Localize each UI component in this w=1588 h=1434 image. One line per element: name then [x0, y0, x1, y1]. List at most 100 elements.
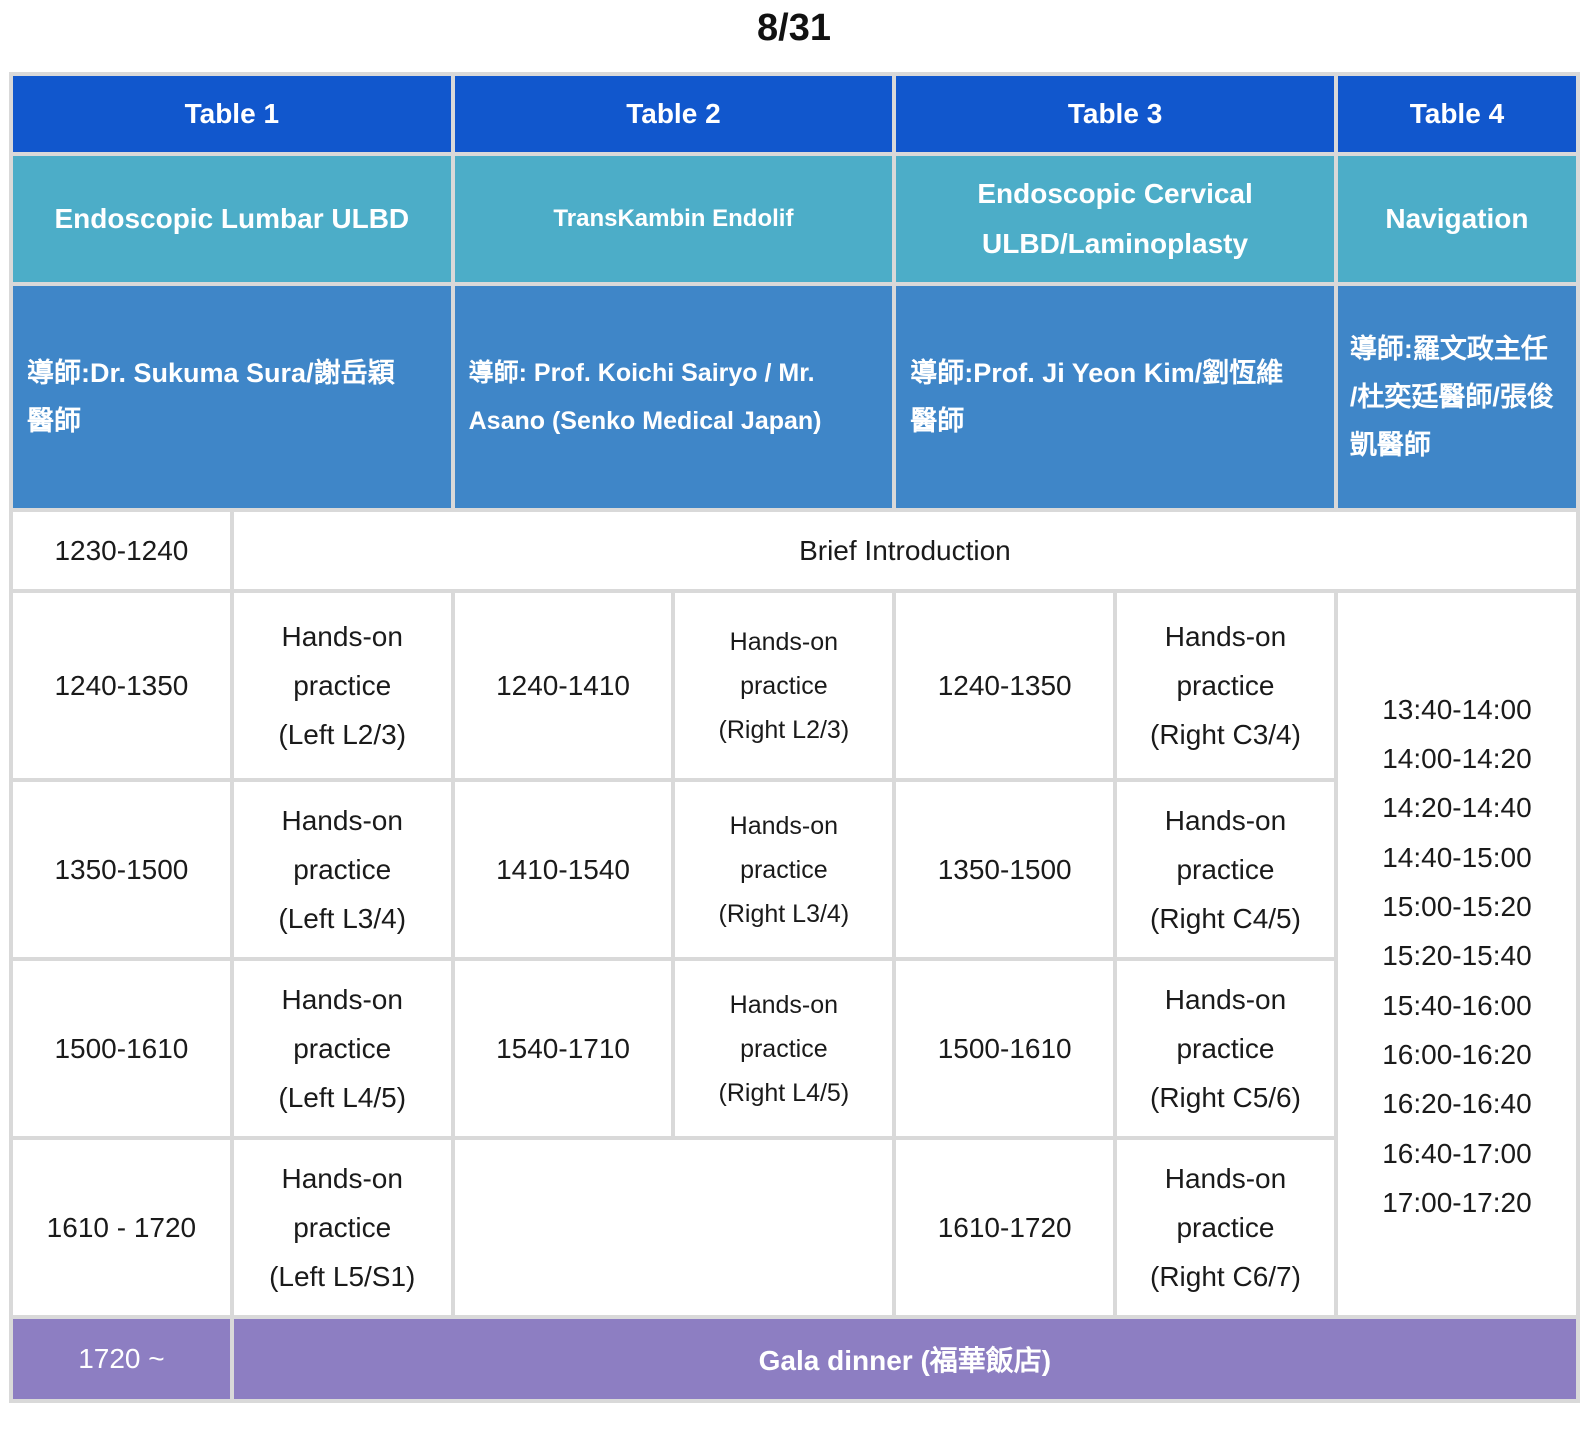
practice-line: Hands-on: [729, 811, 839, 840]
table-3-tutor-line2: 醫師: [910, 406, 965, 436]
practice-line: Hands-on: [729, 990, 839, 1019]
session-row: 1500-1610 Hands-on practice (Left L4/5) …: [13, 961, 1576, 1136]
table-1-tutor-line2: 醫師: [27, 406, 81, 436]
navigation-slot: 16:40-17:00: [1382, 1137, 1532, 1169]
t3-practice: Hands-on practice (Right C3/4): [1117, 593, 1334, 778]
practice-line: (Right C3/4): [1150, 719, 1301, 750]
table-3-topic: Endoscopic Cervical ULBD/Laminoplasty: [896, 156, 1334, 282]
practice-line: Hands-on: [281, 805, 403, 836]
schedule-table: Table 1 Table 2 Table 3 Table 4 Endoscop…: [9, 72, 1580, 1403]
practice-line: practice: [293, 854, 392, 885]
session-row: 1240-1350 Hands-on practice (Left L2/3) …: [13, 593, 1576, 1315]
practice-line: practice: [293, 670, 392, 701]
table-3-tutor: 導師:Prof. Ji Yeon Kim/劉恆維 醫師: [896, 286, 1334, 508]
practice-line: practice: [1176, 670, 1275, 701]
practice-line: Hands-on: [281, 1163, 403, 1194]
intro-time: 1230-1240: [13, 512, 230, 589]
t1-practice: Hands-on practice (Left L3/4): [233, 782, 451, 957]
navigation-slot: 14:00-14:20: [1382, 743, 1532, 775]
practice-line: practice: [293, 1033, 392, 1064]
t3-time: 1240-1350: [896, 593, 1114, 778]
t3-time: 1610-1720: [896, 1140, 1114, 1315]
navigation-slot: 14:20-14:40: [1382, 792, 1532, 824]
practice-line: (Right L4/5): [718, 1078, 850, 1107]
session-row: 1610 - 1720 Hands-on practice (Left L5/S…: [13, 1140, 1576, 1315]
t1-time: 1610 - 1720: [13, 1140, 230, 1315]
t2-empty-cell: [454, 1140, 893, 1315]
practice-line: practice: [1176, 1212, 1275, 1243]
page-title: 8/31: [757, 7, 831, 49]
practice-line: practice: [740, 1034, 828, 1063]
navigation-slot: 16:00-16:20: [1382, 1038, 1532, 1070]
t1-practice: Hands-on practice (Left L5/S1): [233, 1140, 451, 1315]
practice-line: Hands-on: [281, 984, 403, 1015]
table-1-topic: Endoscopic Lumbar ULBD: [13, 156, 451, 282]
t3-practice: Hands-on practice (Right C4/5): [1117, 782, 1334, 957]
t2-practice: Hands-on practice (Right L4/5): [675, 961, 893, 1136]
practice-line: Hands-on: [1164, 621, 1287, 652]
navigation-slot: 14:40-15:00: [1382, 841, 1532, 873]
table-1-tutor-line1: 導師:Dr. Sukuma Sura/謝岳穎: [27, 358, 395, 388]
table-2-tutor: 導師: Prof. Koichi Sairyo / Mr. Asano (Sen…: [454, 286, 893, 508]
gala-time: 1720 ~: [13, 1319, 230, 1399]
table-4-tutor-line3: 凱醫師: [1349, 430, 1431, 460]
intro-row: 1230-1240 Brief Introduction: [13, 512, 1576, 589]
practice-line: Hands-on: [281, 621, 403, 652]
gala-row: 1720 ~ Gala dinner (福華飯店): [13, 1319, 1576, 1399]
t1-time: 1500-1610: [13, 961, 230, 1136]
table-4-tutor-line1: 導師:羅文政主任: [1349, 334, 1548, 364]
table-4-header: Table 4: [1337, 76, 1576, 152]
practice-line: (Right L2/3): [718, 715, 850, 744]
practice-line: (Right C5/6): [1150, 1082, 1301, 1113]
table-header-row: Table 1 Table 2 Table 3 Table 4: [13, 76, 1576, 152]
table-3-topic-line1: Endoscopic Cervical: [977, 178, 1253, 209]
practice-line: (Left L4/5): [278, 1082, 407, 1113]
practice-line: Hands-on: [1164, 984, 1287, 1015]
t2-time: 1410-1540: [454, 782, 672, 957]
navigation-slot: 15:40-16:00: [1382, 989, 1532, 1021]
t2-time: 1540-1710: [454, 961, 672, 1136]
table-3-topic-line2: ULBD/Laminoplasty: [982, 228, 1249, 259]
table-3-header: Table 3: [896, 76, 1334, 152]
navigation-slot: 16:20-16:40: [1382, 1088, 1532, 1120]
practice-line: (Left L3/4): [278, 903, 407, 934]
t3-time: 1500-1610: [896, 961, 1114, 1136]
t1-practice: Hands-on practice (Left L4/5): [233, 961, 451, 1136]
practice-line: Hands-on: [729, 627, 839, 656]
table-4-tutor: 導師:羅文政主任 /杜奕廷醫師/張俊 凱醫師: [1337, 286, 1576, 508]
tutor-row: 導師:Dr. Sukuma Sura/謝岳穎 醫師 導師: Prof. Koic…: [13, 286, 1576, 508]
practice-line: (Left L2/3): [278, 719, 407, 750]
practice-line: (Right C6/7): [1150, 1261, 1301, 1292]
navigation-slot: 13:40-14:00: [1382, 693, 1532, 725]
t3-practice: Hands-on practice (Right C5/6): [1117, 961, 1334, 1136]
table-2-tutor-line1: 導師: Prof. Koichi Sairyo / Mr.: [468, 359, 815, 387]
t2-practice: Hands-on practice (Right L3/4): [675, 782, 893, 957]
table-4-tutor-line2: /杜奕廷醫師/張俊: [1349, 382, 1554, 412]
t1-time: 1350-1500: [13, 782, 230, 957]
practice-line: practice: [1176, 1033, 1275, 1064]
t2-practice: Hands-on practice (Right L2/3): [675, 593, 893, 778]
table-1-header: Table 1: [13, 76, 451, 152]
session-row: 1350-1500 Hands-on practice (Left L3/4) …: [13, 782, 1576, 957]
t1-time: 1240-1350: [13, 593, 230, 778]
practice-line: Hands-on: [1164, 805, 1287, 836]
table-1-tutor: 導師:Dr. Sukuma Sura/謝岳穎 醫師: [13, 286, 451, 508]
practice-line: (Right L3/4): [718, 899, 850, 928]
t1-practice: Hands-on practice (Left L2/3): [233, 593, 451, 778]
practice-line: (Left L5/S1): [269, 1261, 416, 1292]
navigation-slot: 15:00-15:20: [1382, 891, 1532, 923]
practice-line: (Right C4/5): [1150, 903, 1301, 934]
practice-line: Hands-on: [1164, 1163, 1287, 1194]
table-3-tutor-line1: 導師:Prof. Ji Yeon Kim/劉恆維: [910, 358, 1284, 388]
intro-label: Brief Introduction: [233, 512, 1576, 589]
t2-time: 1240-1410: [454, 593, 672, 778]
table-2-tutor-line2: Asano (Senko Medical Japan): [468, 407, 822, 435]
practice-line: practice: [740, 671, 828, 700]
navigation-slot: 15:20-15:40: [1382, 940, 1532, 972]
gala-label: Gala dinner (福華飯店): [233, 1319, 1576, 1399]
navigation-slot: 17:00-17:20: [1382, 1186, 1532, 1218]
practice-line: practice: [1176, 854, 1275, 885]
table-2-topic: TransKambin Endolif: [454, 156, 893, 282]
table-4-topic: Navigation: [1337, 156, 1576, 282]
t3-practice: Hands-on practice (Right C6/7): [1117, 1140, 1334, 1315]
